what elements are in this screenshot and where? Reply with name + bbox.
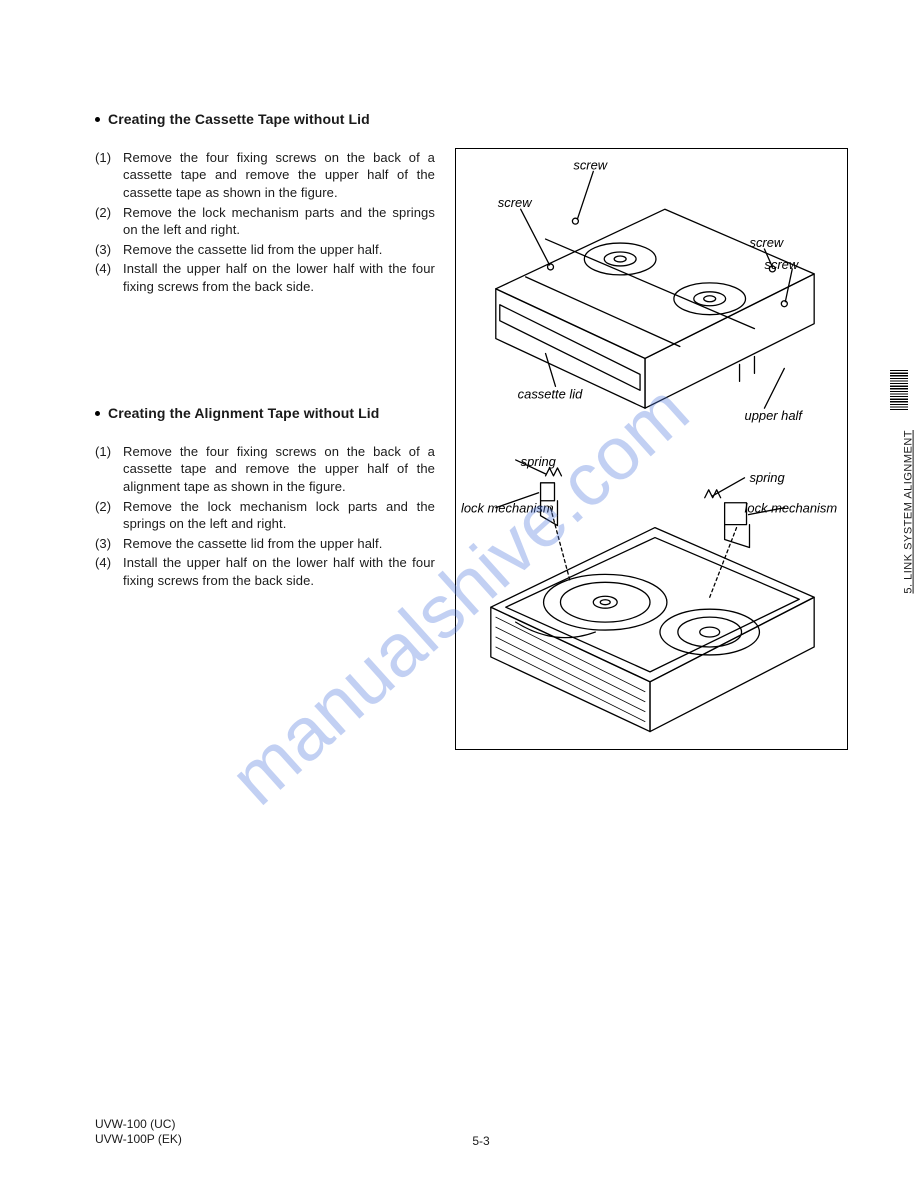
item-text: Install the upper half on the lower half…	[123, 554, 435, 589]
list-cassette: (1)Remove the four fixing screws on the …	[95, 149, 435, 295]
list-item: (2)Remove the lock mechanism lock parts …	[95, 498, 435, 533]
label-screw-left: screw	[498, 195, 533, 210]
heading-cassette: Creating the Cassette Tape without Lid	[95, 110, 435, 129]
label-cassette-lid: cassette lid	[518, 386, 583, 401]
section-cassette-tape: Creating the Cassette Tape without Lid (…	[95, 110, 435, 297]
label-spring-left: spring	[521, 454, 557, 469]
item-text: Remove the cassette lid from the upper h…	[123, 241, 435, 259]
label-upper-half: upper half	[745, 408, 804, 423]
list-item: (1)Remove the four fixing screws on the …	[95, 443, 435, 496]
list-item: (2)Remove the lock mechanism parts and t…	[95, 204, 435, 239]
bullet-icon	[95, 117, 100, 122]
item-text: Remove the lock mechanism lock parts and…	[123, 498, 435, 533]
label-screw-top: screw	[573, 157, 608, 172]
label-lockmech-left: lock mechanism	[461, 501, 554, 516]
list-item: (3)Remove the cassette lid from the uppe…	[95, 241, 435, 259]
label-spring-right: spring	[749, 470, 785, 485]
label-screw-r2: screw	[764, 257, 799, 272]
section-alignment-tape: Creating the Alignment Tape without Lid …	[95, 404, 435, 591]
item-num: (2)	[95, 204, 123, 239]
item-num: (3)	[95, 241, 123, 259]
page-number: 5-3	[472, 1134, 489, 1148]
item-text: Remove the cassette lid from the upper h…	[123, 535, 435, 553]
footer-model-1: UVW-100 (UC)	[95, 1117, 867, 1133]
item-num: (3)	[95, 535, 123, 553]
item-text: Remove the four fixing screws on the bac…	[123, 149, 435, 202]
list-item: (4)Install the upper half on the lower h…	[95, 554, 435, 589]
figure-cassette-diagram: screw screw screw screw cassette lid upp…	[455, 148, 848, 750]
page-footer: UVW-100 (UC) UVW-100P (EK) 5-3	[95, 1117, 867, 1148]
list-alignment: (1)Remove the four fixing screws on the …	[95, 443, 435, 589]
label-screw-r1: screw	[749, 235, 784, 250]
diagram-svg: screw screw screw screw cassette lid upp…	[456, 149, 847, 749]
item-num: (2)	[95, 498, 123, 533]
heading-alignment: Creating the Alignment Tape without Lid	[95, 404, 435, 423]
list-item: (3)Remove the cassette lid from the uppe…	[95, 535, 435, 553]
item-num: (4)	[95, 554, 123, 589]
item-text: Remove the lock mechanism parts and the …	[123, 204, 435, 239]
side-section-label: 5. LINK SYSTEM ALIGNMENT	[903, 430, 915, 594]
heading-text: Creating the Alignment Tape without Lid	[108, 405, 379, 421]
label-lockmech-right: lock mechanism	[745, 501, 838, 516]
list-item: (4)Install the upper half on the lower h…	[95, 260, 435, 295]
item-text: Remove the four fixing screws on the bac…	[123, 443, 435, 496]
barcode-icon	[890, 370, 908, 410]
item-num: (1)	[95, 443, 123, 496]
heading-text: Creating the Cassette Tape without Lid	[108, 111, 370, 127]
list-item: (1)Remove the four fixing screws on the …	[95, 149, 435, 202]
item-num: (4)	[95, 260, 123, 295]
item-num: (1)	[95, 149, 123, 202]
bullet-icon	[95, 411, 100, 416]
item-text: Install the upper half on the lower half…	[123, 260, 435, 295]
